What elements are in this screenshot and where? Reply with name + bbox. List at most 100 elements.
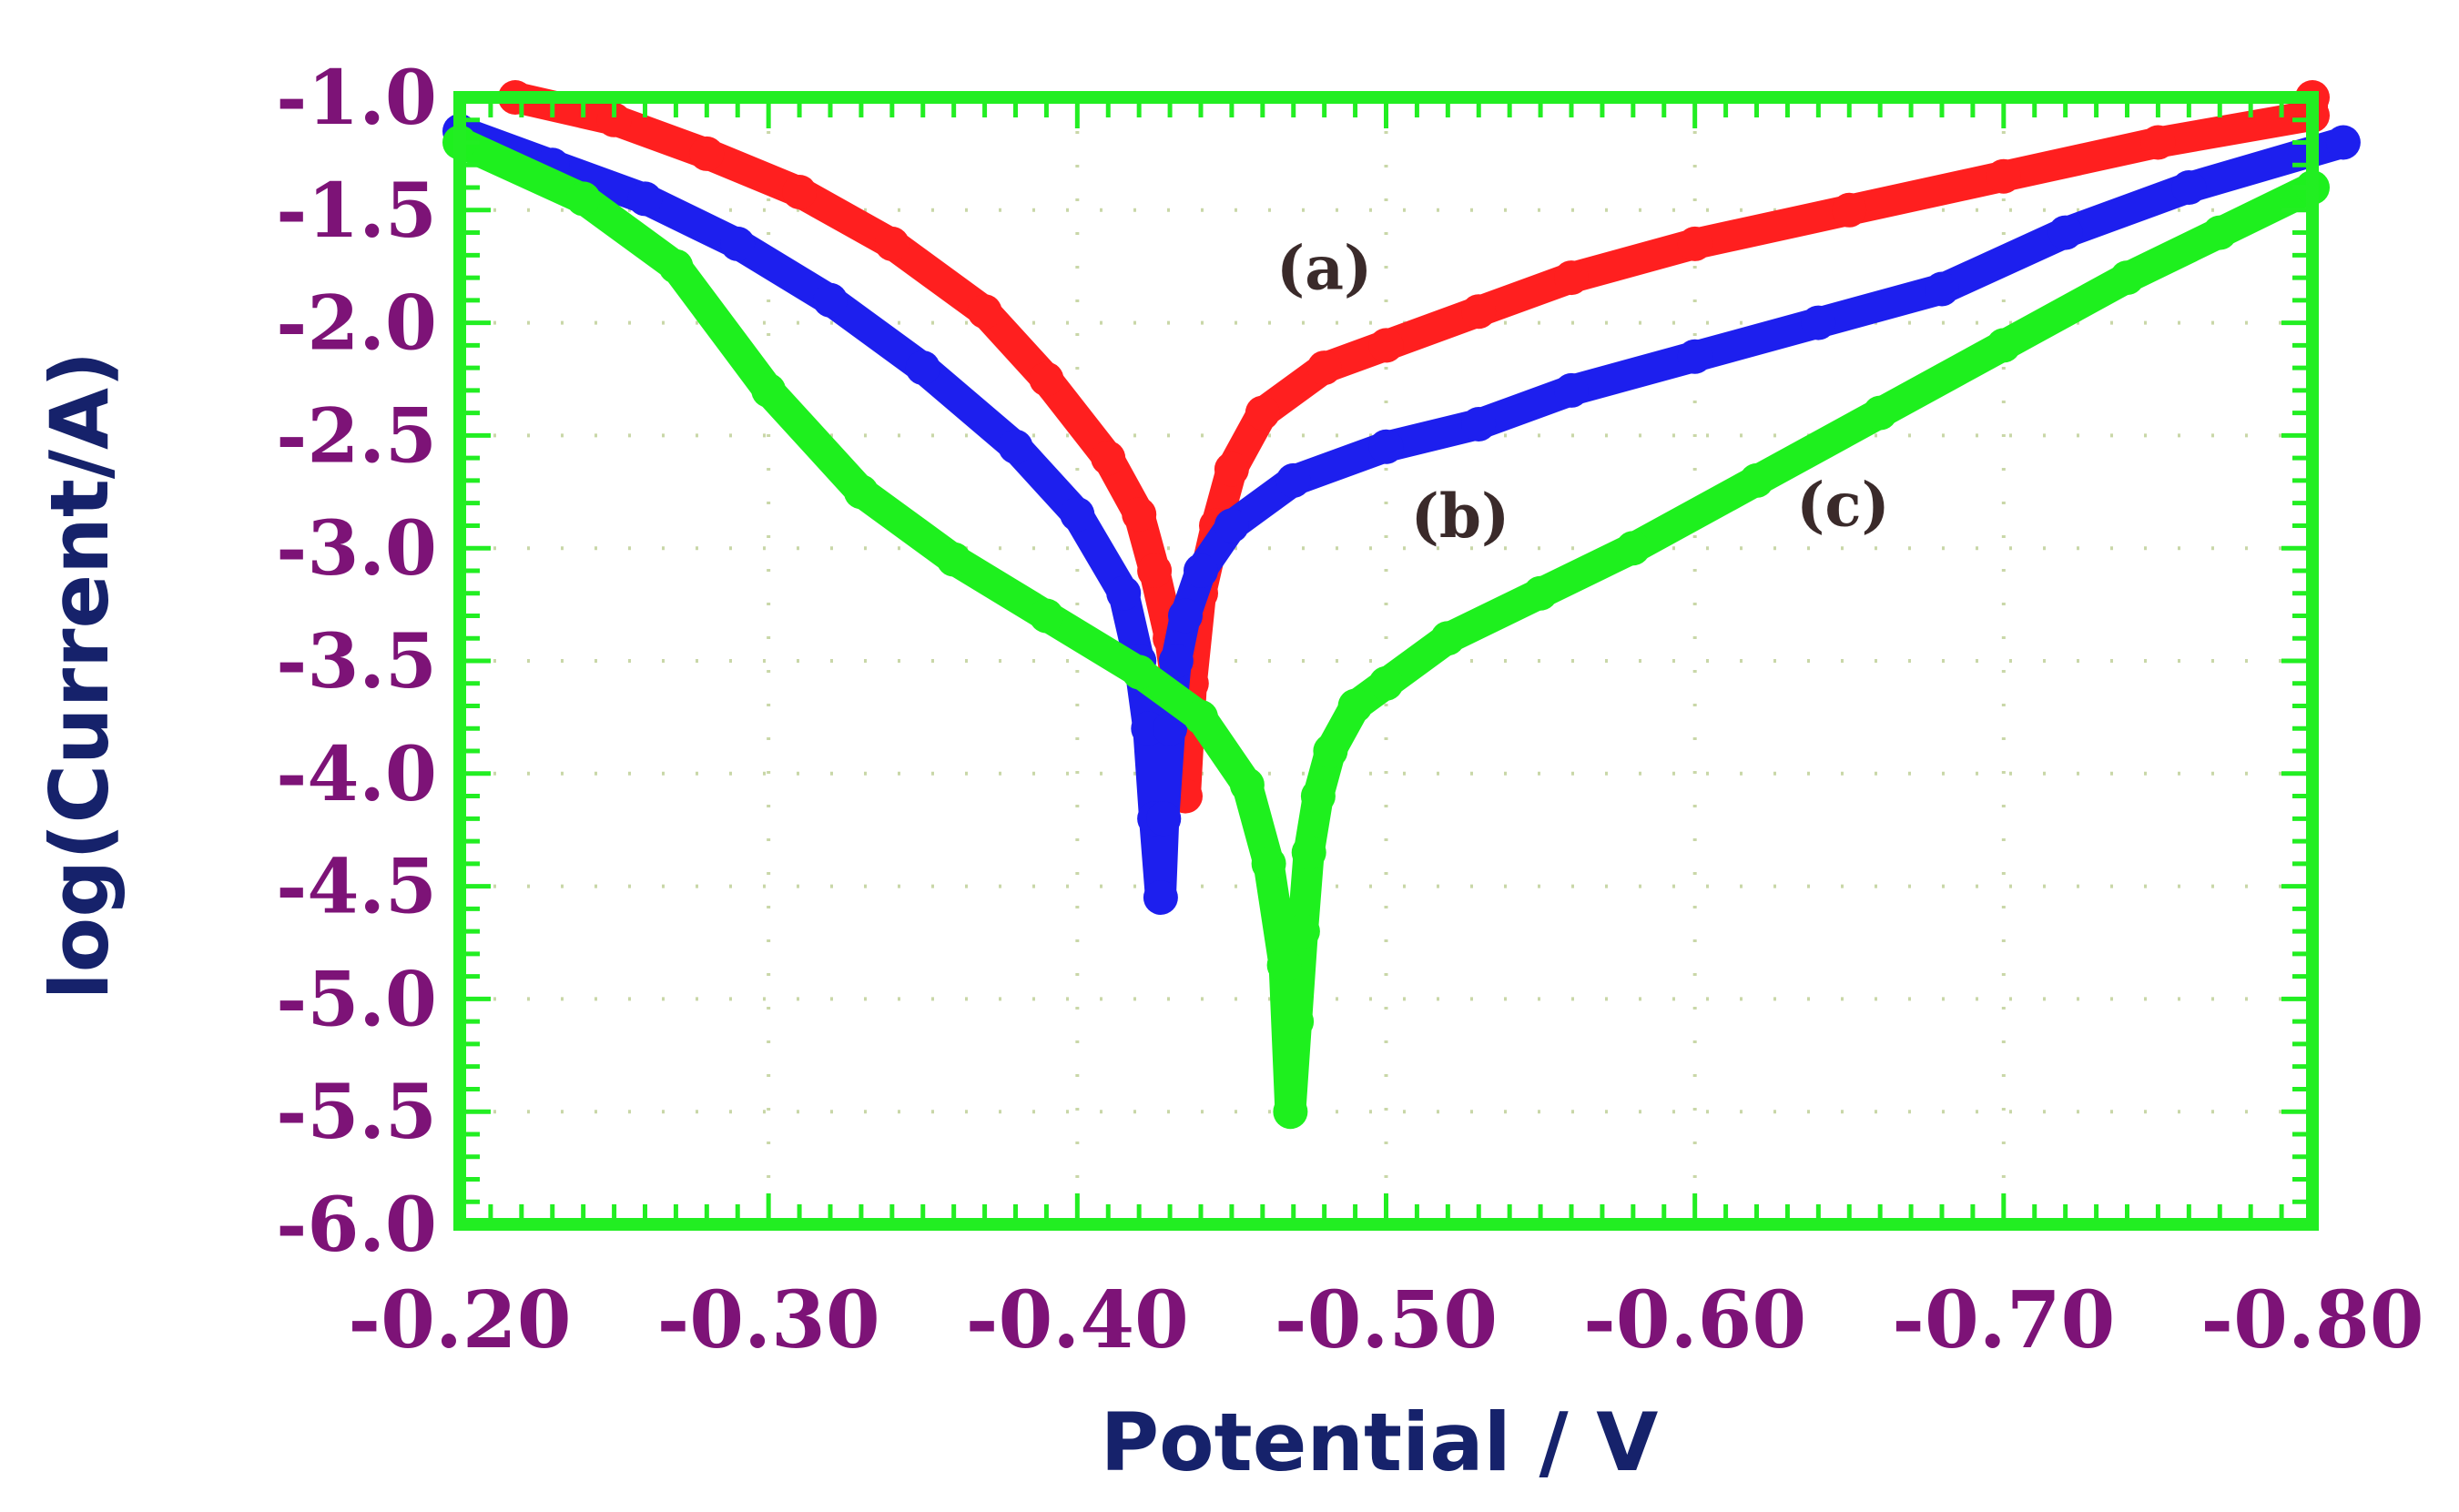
x-axis-title: Potential / V <box>1101 1395 1659 1489</box>
x-tick-labels: -0.20 -0.30 -0.40 -0.50 -0.60 -0.70 -0.80 <box>348 1274 2423 1366</box>
data-point <box>1368 665 1404 701</box>
data-point <box>2325 125 2361 160</box>
x-tick-label: -0.20 <box>348 1274 571 1366</box>
data-point <box>1245 395 1280 431</box>
data-point <box>936 542 971 577</box>
data-point <box>627 181 663 217</box>
x-tick-label: -0.80 <box>2200 1274 2423 1366</box>
axis-ticks <box>457 95 2315 1227</box>
data-point <box>1158 644 1194 678</box>
data-point <box>1461 294 1497 330</box>
data-point <box>596 102 632 137</box>
data-point <box>1739 462 1774 498</box>
data-point <box>1677 339 1712 374</box>
data-point <box>720 226 756 261</box>
y-tick-label: -6.0 <box>276 1182 437 1269</box>
data-point <box>1122 497 1157 533</box>
data-point <box>1615 531 1651 566</box>
y-tick-label: -2.0 <box>276 280 437 368</box>
data-point <box>1266 948 1302 983</box>
data-point <box>1214 508 1249 543</box>
data-point <box>1106 575 1142 611</box>
data-point <box>1306 350 1342 386</box>
curve-annotations: (a) (b) (c) <box>1276 232 1890 551</box>
data-point <box>1091 441 1126 476</box>
data-point <box>782 175 818 209</box>
data-point <box>2140 125 2176 160</box>
data-point <box>2202 215 2238 250</box>
data-series <box>442 80 2361 1130</box>
data-point <box>1029 361 1064 397</box>
data-point <box>1986 158 2021 194</box>
data-point <box>1368 429 1404 464</box>
y-tick-label: -1.0 <box>276 55 437 142</box>
y-tick-label: -5.5 <box>276 1069 437 1156</box>
data-point <box>2047 215 2083 250</box>
data-point <box>967 294 1002 330</box>
series-2 <box>442 114 2361 915</box>
data-point <box>1313 734 1348 768</box>
data-point <box>1137 553 1173 588</box>
curve-label: (c) <box>1796 469 1890 540</box>
data-point <box>565 181 601 217</box>
x-tick-label: -0.30 <box>657 1274 880 1366</box>
y-axis-title: log(Current/A) <box>33 351 127 1000</box>
data-point <box>689 136 725 171</box>
data-point <box>998 429 1033 464</box>
data-point <box>1060 497 1095 533</box>
y-tick-label: -4.5 <box>276 844 437 931</box>
data-point <box>1029 598 1064 634</box>
data-point <box>1801 305 1836 340</box>
data-point <box>1925 271 1959 307</box>
grid-lines <box>460 97 2312 1224</box>
curve-label: (a) <box>1276 232 1372 303</box>
data-point <box>1184 699 1218 735</box>
data-point <box>751 372 787 408</box>
x-tick-label: -0.70 <box>1892 1274 2115 1366</box>
data-point <box>1229 767 1265 803</box>
x-tick-label: -0.50 <box>1275 1274 1498 1366</box>
series-line <box>444 127 2328 1128</box>
data-point <box>1279 1004 1315 1040</box>
data-point <box>813 282 848 318</box>
data-point <box>1251 846 1286 881</box>
data-point <box>2109 260 2145 296</box>
data-point <box>1168 598 1203 634</box>
x-tick-label: -0.60 <box>1583 1274 1806 1366</box>
data-point <box>843 474 879 510</box>
data-point <box>1523 575 1559 611</box>
data-point <box>1214 452 1249 487</box>
data-point <box>1461 407 1497 441</box>
data-point <box>2171 170 2207 205</box>
data-point <box>658 249 694 284</box>
data-point <box>1143 880 1178 915</box>
data-point <box>1285 914 1320 949</box>
curve-label: (b) <box>1411 481 1510 552</box>
data-point <box>905 350 940 386</box>
data-point <box>1275 462 1311 498</box>
data-point <box>1554 372 1589 408</box>
y-tick-label: -5.0 <box>276 956 437 1043</box>
y-tick-label: -3.5 <box>276 618 437 705</box>
data-point <box>1146 801 1182 837</box>
y-tick-labels: -1.0 -1.5 -2.0 -2.5 -3.0 -3.5 -4.0 -4.5 -5.0 -5.5… <box>276 55 437 1269</box>
data-point <box>1273 1094 1308 1130</box>
data-point <box>874 226 909 261</box>
y-tick-label: -2.5 <box>276 392 437 480</box>
y-tick-label: -4.0 <box>276 731 437 818</box>
data-point <box>1677 226 1712 261</box>
data-point <box>1300 778 1336 814</box>
data-point <box>1554 260 1589 296</box>
y-tick-label: -3.0 <box>276 505 437 593</box>
data-point <box>1368 328 1404 363</box>
data-point <box>1430 621 1466 656</box>
y-tick-label: -1.5 <box>276 167 437 255</box>
data-point <box>1986 328 2021 363</box>
x-tick-label: -0.40 <box>966 1274 1189 1366</box>
data-point <box>1184 553 1218 588</box>
data-point <box>1832 192 1867 228</box>
series-3 <box>442 125 2330 1130</box>
data-point <box>1337 688 1373 724</box>
data-point <box>1863 395 1898 431</box>
